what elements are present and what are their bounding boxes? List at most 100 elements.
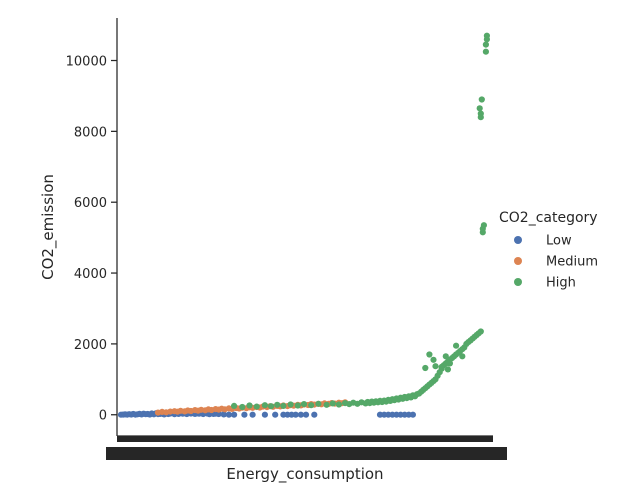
x-tick-label-glyph: [392, 447, 395, 460]
y-tick-label: 8000: [74, 125, 107, 140]
point-high: [476, 105, 483, 112]
x-tick-label-glyph: [318, 447, 321, 460]
x-tick-label-glyph: [298, 447, 301, 460]
x-tick-label-glyph: [468, 447, 471, 460]
x-tick-label-glyph: [350, 447, 353, 460]
x-tick-label-glyph: [300, 447, 303, 460]
point-low: [220, 411, 227, 418]
x-tick-label-glyph: [278, 447, 281, 460]
point-low: [225, 411, 232, 418]
x-tick-label-glyph: [116, 447, 119, 460]
x-tick-label-glyph: [110, 447, 113, 460]
x-tick-label-glyph: [204, 447, 207, 460]
x-tick-label-glyph: [140, 447, 143, 460]
x-tick-label-glyph: [280, 447, 283, 460]
y-ticks: 0 2000 4000 6000 8000 10000: [66, 55, 117, 424]
x-tick-label-glyph: [374, 447, 377, 460]
x-tick-label-glyph: [412, 447, 415, 460]
x-tick-label-glyph: [128, 447, 131, 460]
point-high: [442, 353, 449, 360]
x-tick-label-glyph: [388, 447, 391, 460]
point-high: [453, 342, 460, 349]
x-tick-label-glyph: [478, 447, 481, 460]
x-tick-label-glyph: [242, 447, 245, 460]
x-tick-label-glyph: [336, 447, 339, 460]
x-tick-label-glyph: [286, 447, 289, 460]
point-low: [261, 411, 268, 418]
x-tick-label-glyph: [456, 447, 459, 460]
point-high: [268, 403, 275, 410]
x-tick-label-glyph: [234, 447, 237, 460]
x-tick-label-glyph: [144, 447, 147, 460]
x-tick-label-glyph: [152, 447, 155, 460]
x-tick-label-glyph: [288, 447, 291, 460]
x-tick-label-glyph: [120, 447, 123, 460]
point-high: [315, 400, 322, 407]
y-tick-label: 2000: [74, 338, 107, 353]
x-tick-label-glyph: [340, 447, 343, 460]
x-tick-label-glyph: [452, 447, 455, 460]
x-tick-label-glyph: [262, 447, 265, 460]
x-tick-label-glyph: [428, 447, 431, 460]
x-tick-label-glyph: [494, 447, 497, 460]
legend-marker-high: [514, 278, 522, 286]
x-tick-label-glyph: [192, 447, 195, 460]
x-tick-label-glyph: [164, 447, 167, 460]
x-tick-label-glyph: [444, 447, 447, 460]
x-tick-label-glyph: [210, 447, 213, 460]
point-high: [308, 402, 315, 409]
x-tick-label-glyph: [170, 447, 173, 460]
point-high: [239, 403, 246, 411]
x-tick-label-glyph: [442, 447, 445, 460]
x-tick-label-glyph: [400, 447, 403, 460]
x-tick-label-glyph: [156, 447, 159, 460]
x-tick-label-glyph: [380, 447, 383, 460]
x-tick-label-glyph: [364, 447, 367, 460]
x-tick-label-glyph: [148, 447, 151, 460]
x-tick-label-glyph: [250, 447, 253, 460]
x-tick-label-glyph: [236, 447, 239, 460]
x-tick-label-glyph: [230, 447, 233, 460]
x-tick-label-glyph: [394, 447, 397, 460]
legend-entries: Low Medium High: [514, 234, 598, 291]
x-tick-label-glyph: [224, 447, 227, 460]
x-tick-label-glyph: [226, 447, 229, 460]
x-tick-label-glyph: [320, 447, 323, 460]
legend-title: CO2_category: [499, 210, 598, 226]
x-tick-label-glyph: [260, 447, 263, 460]
x-tick-label-glyph: [386, 447, 389, 460]
point-high: [432, 363, 439, 370]
point-high: [446, 360, 453, 367]
point-high: [426, 351, 433, 358]
x-tick-label-glyph: [418, 447, 421, 460]
x-tick-label-glyph: [326, 447, 329, 460]
x-tick-label-glyph: [208, 447, 211, 460]
x-tick-label-glyph: [228, 447, 231, 460]
point-low: [311, 411, 318, 418]
x-tick-label-glyph: [486, 447, 489, 460]
x-tick-label-glyph: [430, 447, 433, 460]
x-tick-label-glyph: [126, 447, 129, 460]
x-tick-label-glyph: [302, 447, 305, 460]
x-tick-label-glyph: [332, 447, 335, 460]
x-tick-label-glyph: [254, 447, 257, 460]
x-tick-label-glyph: [272, 447, 275, 460]
x-tick-label-glyph: [196, 447, 199, 460]
legend-marker-low: [514, 236, 522, 244]
point-high: [478, 96, 485, 103]
x-tick-label-glyph: [268, 447, 271, 460]
point-high: [422, 364, 429, 372]
x-tick-label-glyph: [176, 447, 179, 460]
x-tick-label-glyph: [184, 447, 187, 460]
x-tick-label-glyph: [296, 447, 299, 460]
x-tick-label-glyph: [402, 447, 405, 460]
x-tick-label-glyph: [202, 447, 205, 460]
legend: CO2_category Low Medium High: [499, 210, 598, 291]
x-tick-label-glyph: [480, 447, 483, 460]
point-high: [287, 401, 294, 408]
x-tick-label-glyph: [166, 447, 169, 460]
point-high: [280, 402, 287, 409]
point-high: [329, 400, 336, 407]
x-tick-label-glyph: [470, 447, 473, 460]
x-tick-label-glyph: [370, 447, 373, 460]
